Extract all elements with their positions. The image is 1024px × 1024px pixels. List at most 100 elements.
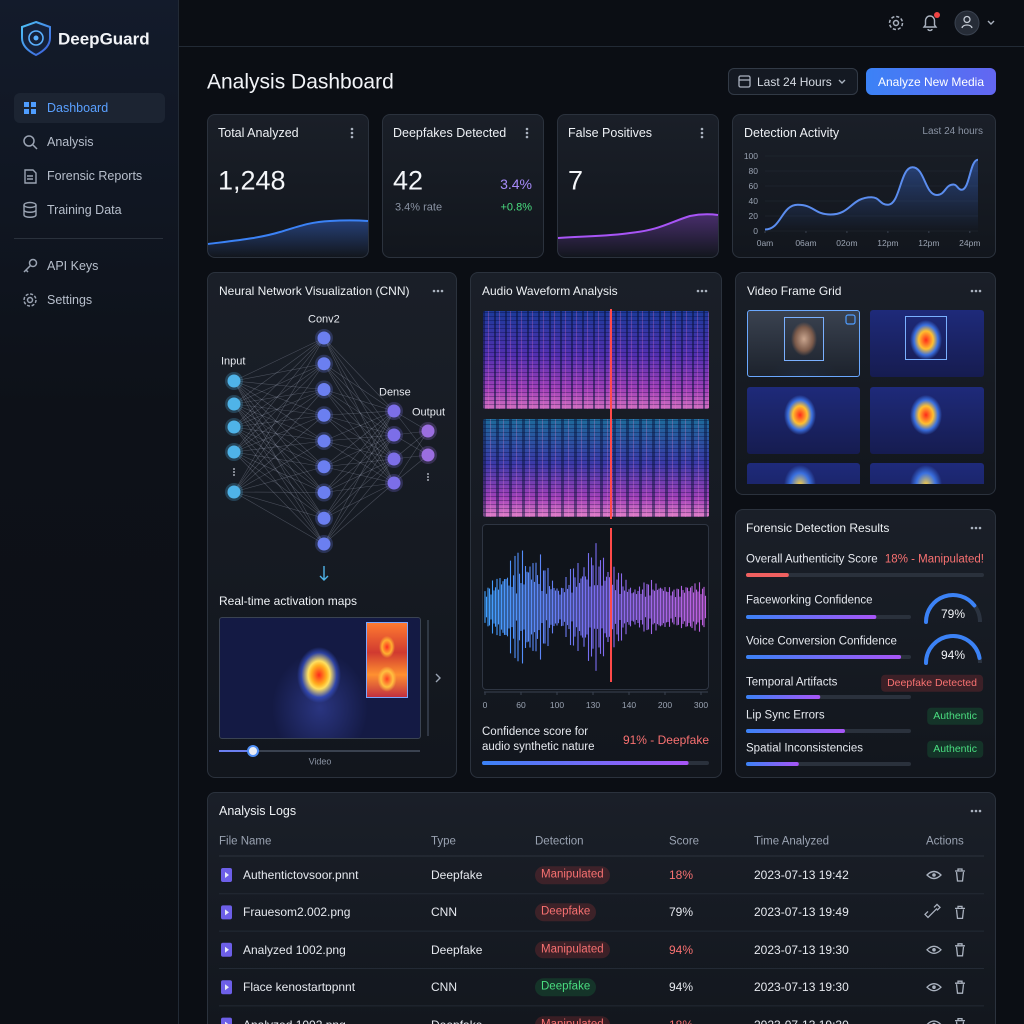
column-header: Score xyxy=(669,835,700,848)
network-edge xyxy=(233,426,325,545)
menu-dot xyxy=(700,127,704,131)
nav-divider xyxy=(14,238,163,239)
network-edge xyxy=(323,434,395,519)
column-header: File Name xyxy=(219,835,272,848)
down-arrow xyxy=(319,566,329,581)
network-edge xyxy=(233,414,325,453)
y-tick-label: 60 xyxy=(748,180,758,191)
network-edge xyxy=(323,410,395,442)
view-action[interactable] xyxy=(926,945,942,954)
network-node xyxy=(421,448,435,462)
network-edge xyxy=(323,337,395,460)
delete-action[interactable] xyxy=(955,905,965,920)
avatar-icon xyxy=(961,15,973,29)
nav-item: Training Data xyxy=(47,202,122,217)
network-node xyxy=(387,476,401,490)
network-edge xyxy=(323,482,395,545)
network-edge xyxy=(323,414,395,436)
network-edge xyxy=(323,440,395,460)
sparkline-area xyxy=(558,214,718,257)
result-value: 18% - Manipulated! xyxy=(884,553,984,566)
network-edge xyxy=(233,426,325,519)
network-edge xyxy=(233,389,325,405)
delete-action[interactable] xyxy=(955,1017,965,1024)
network-edge xyxy=(323,482,395,493)
view-action-pupil xyxy=(932,948,936,952)
stat-title: Deepfakes Detected xyxy=(393,125,507,140)
network-edge xyxy=(323,415,395,484)
x-tick-label: 06am xyxy=(795,237,817,248)
network-node xyxy=(317,460,331,474)
file-name: Authentictovsoor.pnnt xyxy=(243,868,359,882)
network-edge xyxy=(323,458,395,468)
view-action[interactable] xyxy=(926,870,942,880)
axis-label: 100 xyxy=(549,699,565,710)
axis-label: 200 xyxy=(657,699,673,710)
stat-value: 7 xyxy=(568,165,584,196)
link-action[interactable] xyxy=(924,903,941,919)
notification-icon[interactable] xyxy=(922,15,938,32)
delete-action[interactable] xyxy=(955,868,965,882)
date-picker[interactable] xyxy=(728,68,858,95)
result-bar xyxy=(746,615,877,619)
network-edge xyxy=(233,380,325,493)
x-tick-label: 12pm xyxy=(877,237,899,248)
video-card xyxy=(735,272,996,495)
nav-item: Forensic Reports xyxy=(47,168,143,183)
network-edge xyxy=(233,380,325,545)
delete-action[interactable] xyxy=(955,980,965,994)
network-node xyxy=(317,434,331,448)
ellipsis-dot xyxy=(233,468,235,470)
date-range[interactable]: Last 24 Hours xyxy=(757,75,832,89)
card-title: Detection Activity xyxy=(744,125,840,140)
topbar-divider xyxy=(179,46,1024,47)
file-type: Deepfake xyxy=(431,1019,482,1024)
network-edge xyxy=(323,337,395,412)
settings-icon[interactable] xyxy=(888,15,904,31)
file-type: Deepfake xyxy=(431,942,483,957)
network-edge xyxy=(233,414,325,428)
result-bar xyxy=(746,655,902,659)
view-action[interactable] xyxy=(926,1020,942,1024)
next-arrow[interactable] xyxy=(435,673,441,683)
result-bar xyxy=(746,695,821,699)
network-edge xyxy=(323,482,395,519)
delete-action[interactable] xyxy=(955,943,965,957)
network-edge xyxy=(233,451,325,493)
network-edge xyxy=(233,403,325,519)
video-frame xyxy=(870,387,984,454)
menu-dot xyxy=(525,131,529,135)
video-slider-knob[interactable] xyxy=(247,745,259,757)
face-box xyxy=(784,317,824,361)
analyze-button[interactable] xyxy=(866,68,996,95)
file-name: Flace kenostartɒpnnt xyxy=(243,980,356,995)
network-edge xyxy=(323,434,395,493)
menu-dot xyxy=(436,289,440,293)
network-edge xyxy=(233,403,325,442)
network-edge xyxy=(233,403,325,493)
analyze-button-label[interactable]: Analyze New Media xyxy=(877,75,985,89)
menu-dot xyxy=(974,526,978,530)
network-edge xyxy=(233,380,325,442)
logo-mark xyxy=(28,30,44,46)
chevron xyxy=(987,20,995,25)
logs-card xyxy=(207,792,996,1024)
menu-dot xyxy=(970,809,974,813)
view-action[interactable] xyxy=(926,983,942,992)
stat-value: 1,248 xyxy=(218,165,286,196)
result-bar xyxy=(746,573,789,577)
detection-badge: Manipulated xyxy=(535,866,610,884)
layer-label: Conv2 xyxy=(308,313,340,326)
network-edge xyxy=(233,403,325,416)
network-node xyxy=(387,404,401,418)
card-title: Audio Waveform Analysis xyxy=(482,284,618,298)
result-label: Spatial Inconsistencies xyxy=(746,742,863,755)
chevron xyxy=(838,79,846,84)
menu-dot xyxy=(704,289,708,293)
file-icon-play xyxy=(225,1021,229,1024)
card-title: Neural Network Visualization (CNN) xyxy=(219,284,410,298)
time-analyzed: 2023-07-13 19:30 xyxy=(754,942,849,957)
column-header: Time Analyzed xyxy=(754,835,829,848)
file-icon-play xyxy=(225,984,229,991)
